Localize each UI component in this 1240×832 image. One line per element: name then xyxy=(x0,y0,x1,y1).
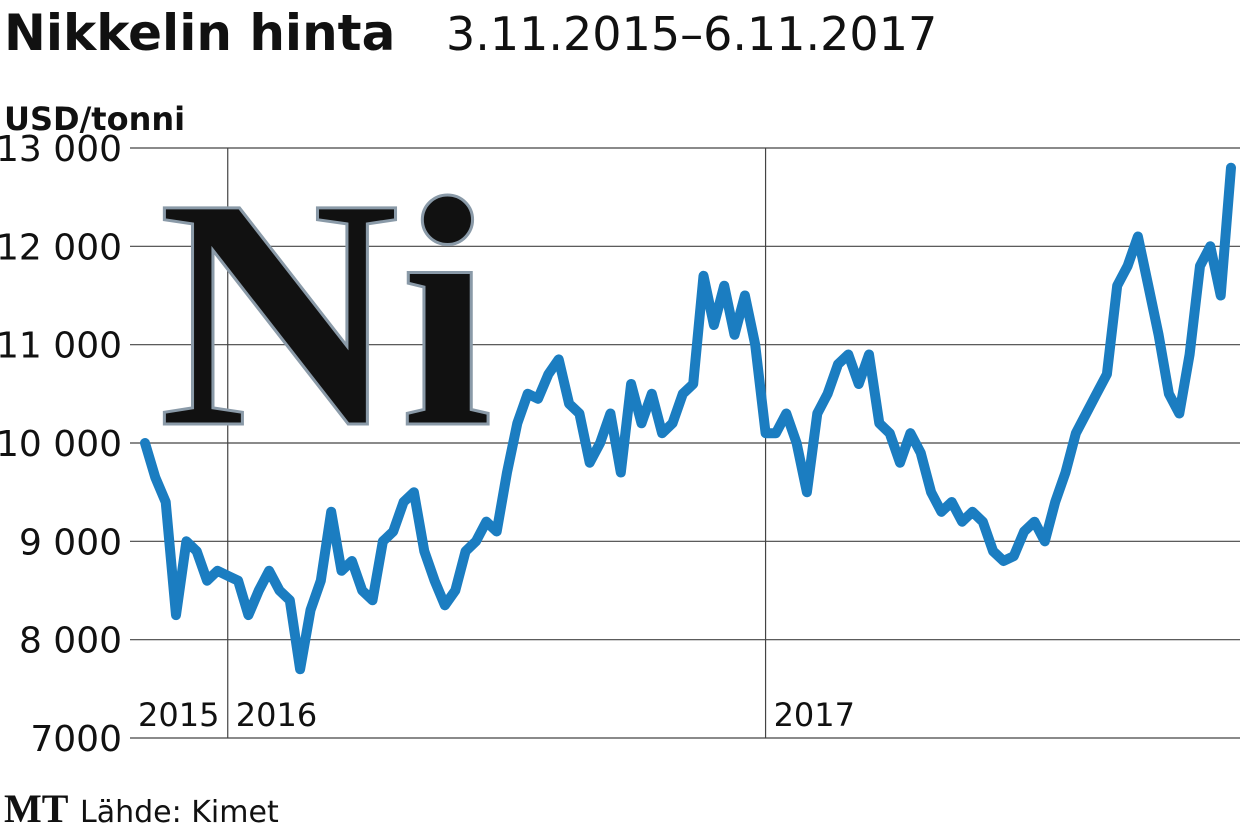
y-tick-label: 11 000 xyxy=(0,326,122,367)
y-axis-label: USD/tonni xyxy=(4,100,185,138)
plot: 7000 8 000 9 000 10 000 11 000 12 000 13 000 20… xyxy=(0,129,1240,760)
y-tick-label: 10 000 xyxy=(0,424,122,465)
y-tick-label: 12 000 xyxy=(0,227,122,268)
x-tick-label: 2017 xyxy=(774,696,855,734)
chart-subtitle: 3.11.2015–6.11.2017 xyxy=(446,7,937,61)
y-tick-label: 8 000 xyxy=(19,621,122,662)
line-series xyxy=(140,162,1236,675)
x-tick-label: 2016 xyxy=(236,696,317,734)
y-tick-label: 9 000 xyxy=(19,522,122,563)
series-layer xyxy=(140,162,1236,675)
source: Lähde: Kimet xyxy=(80,795,279,830)
chart-title: Nikkelin hinta xyxy=(4,4,395,62)
logo: MT xyxy=(4,786,69,831)
y-tick-label: 7000 xyxy=(30,719,122,760)
x-tick-label: 2015 xyxy=(138,696,219,734)
y-tick-label: 13 000 xyxy=(0,129,122,170)
element-symbol: Ni xyxy=(158,131,493,496)
